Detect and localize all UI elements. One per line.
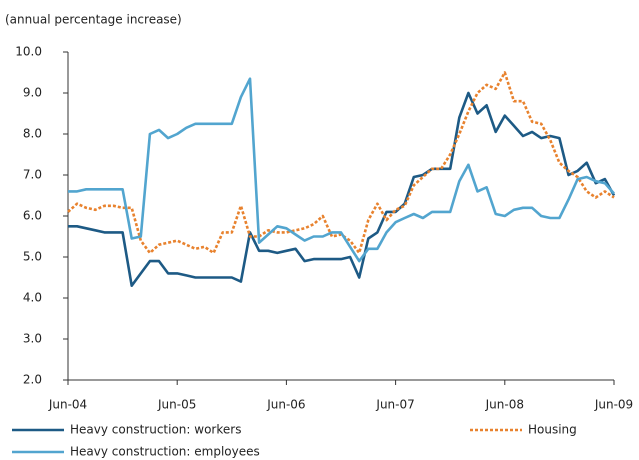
y-tick-label: 5.0	[23, 250, 42, 264]
y-tick-label: 10.0	[15, 45, 42, 59]
x-tick-label: Jun-06	[266, 398, 305, 412]
y-tick-label: 8.0	[23, 127, 42, 141]
y-tick-label: 3.0	[23, 332, 42, 346]
x-tick-label: Jun-07	[375, 398, 414, 412]
y-tick-label: 2.0	[23, 373, 42, 387]
x-tick-label: Jun-04	[48, 398, 87, 412]
legend-label: Housing	[528, 423, 577, 437]
series-line	[68, 91, 616, 287]
y-tick-label: 6.0	[23, 209, 42, 223]
legend-label: Heavy construction: workers	[70, 423, 241, 437]
y-tick-label: 7.0	[23, 168, 42, 182]
y-tick-label: 4.0	[23, 291, 42, 305]
series-line	[67, 71, 615, 255]
series-line	[68, 77, 615, 263]
chart-subtitle: (annual percentage increase)	[5, 13, 182, 27]
x-tick-label: Jun-05	[157, 398, 196, 412]
x-tick-label: Jun-09	[594, 398, 633, 412]
x-tick-label: Jun-08	[485, 398, 524, 412]
legend-label: Heavy construction: employees	[70, 445, 260, 459]
y-tick-label: 9.0	[23, 86, 42, 100]
